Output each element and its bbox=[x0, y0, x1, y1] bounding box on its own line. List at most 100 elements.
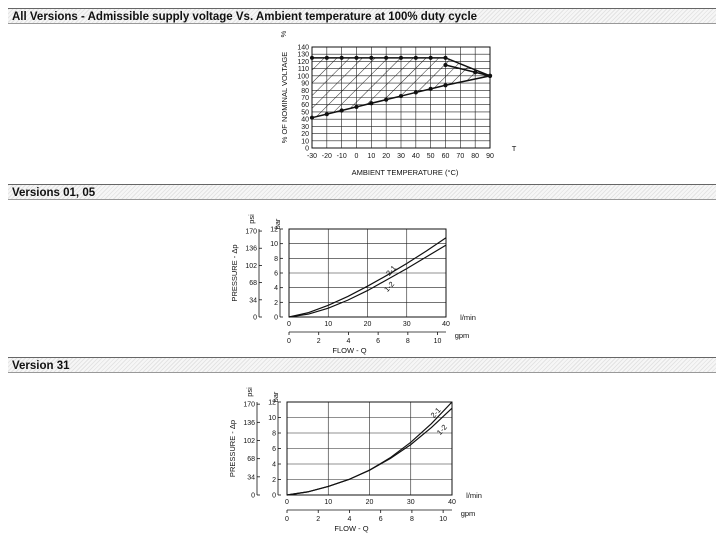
bar-tick-label: 12 bbox=[268, 400, 276, 407]
y-tick-label: 100 bbox=[297, 73, 309, 80]
upper-boundary-line-point bbox=[324, 55, 329, 60]
section-header-versions-01-05: Versions 01, 05 bbox=[8, 184, 716, 200]
series-line-1-2 bbox=[288, 244, 447, 318]
x-unit-label-gpm: gpm bbox=[455, 331, 470, 340]
x-tick-label: 10 bbox=[324, 499, 332, 506]
series-label-1-2: 1-2 bbox=[435, 423, 449, 437]
x-tick-label: 90 bbox=[486, 153, 494, 160]
y-tick-label: 40 bbox=[301, 117, 309, 124]
lower-boundary-line-point bbox=[354, 104, 359, 109]
bar-tick-label: 8 bbox=[274, 256, 278, 263]
x-tick-label: 50 bbox=[427, 153, 435, 160]
x-tick-label: 10 bbox=[367, 153, 375, 160]
y-tick-label: 60 bbox=[301, 102, 309, 109]
section-header-all-versions: All Versions - Admissible supply voltage… bbox=[8, 8, 716, 24]
psi-tick-label: 0 bbox=[251, 493, 255, 500]
psi-tick-label: 68 bbox=[247, 456, 255, 463]
bar-tick-label: 10 bbox=[270, 241, 278, 248]
upper-boundary-line-point bbox=[309, 55, 315, 60]
x-unit-label-lmin: l/min bbox=[466, 491, 482, 500]
x-unit-label-lmin: l/min bbox=[460, 313, 476, 322]
x-tick-label: 70 bbox=[456, 153, 464, 160]
x-tick-label: 20 bbox=[364, 321, 372, 328]
section-header-version-31: Version 31 bbox=[8, 357, 716, 373]
lower-boundary-line-point bbox=[443, 83, 448, 88]
bar-tick-label: 4 bbox=[272, 462, 276, 469]
plot-frame bbox=[286, 401, 453, 496]
y-tick-label: 80 bbox=[301, 88, 309, 95]
gpm-tick-label: 8 bbox=[410, 516, 414, 523]
lower-boundary-line-point bbox=[487, 73, 493, 78]
lower-boundary-line-point bbox=[324, 111, 329, 117]
gpm-tick-label: 10 bbox=[439, 516, 447, 523]
x-tick-label: -10 bbox=[337, 153, 347, 160]
gpm-tick-label: 10 bbox=[434, 338, 442, 345]
bar-unit-label: bar bbox=[271, 391, 280, 402]
bar-tick-label: 2 bbox=[272, 477, 276, 484]
bar-tick-label: 0 bbox=[272, 493, 276, 500]
psi-tick-label: 136 bbox=[245, 246, 257, 253]
bar-tick-label: 0 bbox=[274, 315, 278, 322]
psi-tick-label: 102 bbox=[245, 263, 257, 270]
x-axis-label: FLOW - Q bbox=[334, 524, 368, 533]
upper-boundary-line-point bbox=[354, 55, 359, 60]
gpm-tick-label: 0 bbox=[285, 516, 289, 523]
y-tick-label: 140 bbox=[297, 45, 309, 52]
x-tick-label: -20 bbox=[322, 153, 332, 160]
upper-boundary-line-point bbox=[384, 55, 389, 60]
upper-branch-line-point bbox=[473, 70, 478, 75]
x-tick-label: 30 bbox=[397, 153, 405, 160]
x-tick-label: 30 bbox=[403, 321, 411, 328]
psi-tick-label: 34 bbox=[247, 474, 255, 481]
upper-boundary-line-point bbox=[428, 55, 433, 60]
plot-frame bbox=[288, 228, 447, 318]
x-tick-label: 0 bbox=[287, 321, 291, 328]
y-tick-label: 50 bbox=[301, 109, 309, 116]
psi-tick-label: 102 bbox=[243, 438, 255, 445]
bar-tick-label: 10 bbox=[268, 415, 276, 422]
series-line-2-1 bbox=[288, 237, 447, 318]
admissible-region-hatch bbox=[312, 57, 490, 118]
x-tick-label: 40 bbox=[442, 321, 450, 328]
gpm-tick-label: 2 bbox=[316, 516, 320, 523]
upper-boundary-line-point bbox=[443, 55, 448, 60]
y-tick-label: 90 bbox=[301, 81, 309, 88]
psi-unit-label: psi bbox=[247, 214, 256, 224]
y-tick-label: 10 bbox=[301, 138, 309, 145]
lower-boundary-line-point bbox=[339, 108, 344, 113]
gpm-tick-label: 8 bbox=[406, 338, 410, 345]
upper-branch-line-point bbox=[443, 62, 448, 68]
lower-boundary-line-point bbox=[309, 115, 315, 120]
psi-tick-label: 68 bbox=[249, 280, 257, 287]
y-tick-label: 110 bbox=[298, 66, 309, 73]
x-tick-label: 20 bbox=[366, 499, 374, 506]
lower-boundary-line-point bbox=[398, 93, 404, 99]
bar-tick-label: 6 bbox=[272, 446, 276, 453]
x-tick-label: 10 bbox=[324, 321, 332, 328]
gpm-tick-label: 4 bbox=[346, 338, 350, 345]
y-tick-label: 120 bbox=[297, 59, 309, 66]
x-tick-label: 80 bbox=[471, 153, 479, 160]
x-axis-end-label: T bbox=[512, 144, 517, 153]
bar-tick-label: 4 bbox=[274, 285, 278, 292]
x-tick-label: 30 bbox=[407, 499, 415, 506]
y-tick-label: 130 bbox=[297, 52, 309, 59]
psi-tick-label: 136 bbox=[243, 420, 255, 427]
gpm-tick-label: 6 bbox=[376, 338, 380, 345]
gpm-tick-label: 2 bbox=[317, 338, 321, 345]
lower-boundary-line-point bbox=[413, 90, 418, 95]
psi-unit-label: psi bbox=[245, 387, 254, 397]
x-tick-label: 20 bbox=[382, 153, 390, 160]
gpm-tick-label: 0 bbox=[287, 338, 291, 345]
bar-unit-label: bar bbox=[273, 218, 282, 229]
bar-tick-label: 8 bbox=[272, 431, 276, 438]
psi-tick-label: 170 bbox=[243, 402, 255, 409]
y-tick-label: 20 bbox=[301, 131, 309, 138]
x-tick-label: 60 bbox=[442, 153, 450, 160]
x-tick-label: 0 bbox=[355, 153, 359, 160]
upper-boundary-line-point bbox=[369, 55, 374, 60]
x-tick-label: 40 bbox=[412, 153, 420, 160]
